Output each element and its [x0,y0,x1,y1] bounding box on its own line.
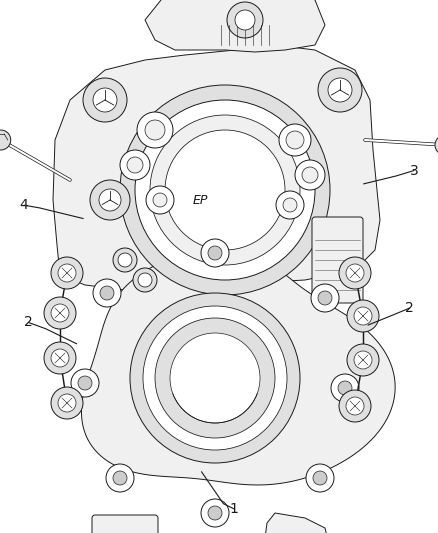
Circle shape [138,273,152,287]
Circle shape [90,180,130,220]
Circle shape [146,186,174,214]
Circle shape [58,394,76,412]
Circle shape [354,307,372,325]
Polygon shape [265,513,330,533]
Circle shape [311,284,339,312]
Circle shape [347,344,379,376]
Circle shape [302,167,318,183]
Circle shape [286,131,304,149]
Circle shape [338,381,352,395]
Circle shape [331,374,359,402]
Circle shape [93,279,121,307]
Circle shape [51,257,83,289]
FancyBboxPatch shape [92,515,158,533]
Circle shape [113,471,127,485]
Circle shape [339,390,371,422]
Text: EP: EP [192,193,208,206]
Circle shape [120,85,330,295]
Circle shape [208,506,222,520]
Circle shape [328,78,352,102]
Circle shape [44,342,76,374]
Circle shape [346,264,364,282]
Circle shape [155,318,275,438]
Circle shape [347,300,379,332]
Circle shape [44,297,76,329]
Circle shape [143,306,287,450]
Circle shape [100,286,114,300]
Circle shape [318,291,332,305]
Circle shape [295,160,325,190]
Text: 1: 1 [230,502,239,516]
Circle shape [51,304,69,322]
Circle shape [118,253,132,267]
Polygon shape [81,248,395,485]
Polygon shape [53,45,380,290]
Circle shape [71,369,99,397]
FancyBboxPatch shape [312,217,363,303]
Circle shape [235,10,255,30]
Circle shape [51,387,83,419]
Circle shape [165,130,285,250]
Circle shape [313,471,327,485]
Polygon shape [180,183,270,238]
Circle shape [435,135,438,155]
Circle shape [120,150,150,180]
Circle shape [0,130,11,150]
Circle shape [99,189,121,211]
Circle shape [201,499,229,527]
Circle shape [106,464,134,492]
Circle shape [283,198,297,212]
Circle shape [306,464,334,492]
Circle shape [201,239,229,267]
Circle shape [83,78,127,122]
Text: 3: 3 [410,164,418,177]
Circle shape [170,333,260,423]
Circle shape [150,115,300,265]
Circle shape [58,264,76,282]
Circle shape [130,293,300,463]
Circle shape [153,193,167,207]
Circle shape [346,397,364,415]
Circle shape [135,100,315,280]
Circle shape [279,124,311,156]
Circle shape [227,2,263,38]
Circle shape [354,351,372,369]
Text: 2: 2 [24,316,33,329]
Circle shape [93,88,117,112]
Text: 2: 2 [405,301,414,315]
Circle shape [127,157,143,173]
Circle shape [78,376,92,390]
Polygon shape [145,0,325,52]
Circle shape [276,191,304,219]
Circle shape [145,120,165,140]
Circle shape [318,68,362,112]
Circle shape [113,248,137,272]
Text: 4: 4 [20,198,28,212]
Circle shape [133,268,157,292]
Circle shape [51,349,69,367]
Circle shape [208,246,222,260]
Circle shape [137,112,173,148]
Circle shape [339,257,371,289]
